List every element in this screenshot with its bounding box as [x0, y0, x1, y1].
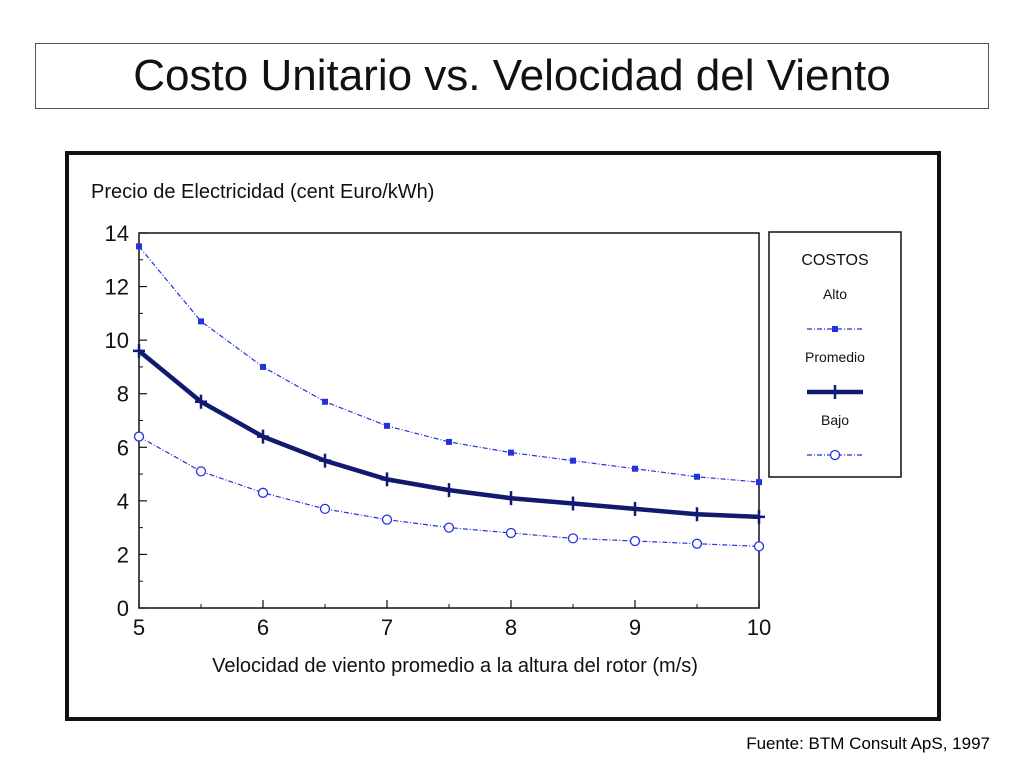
page-title: Costo Unitario vs. Velocidad del Viento	[133, 51, 891, 100]
data-point-promedio	[629, 501, 641, 516]
data-point-bajo	[257, 487, 269, 498]
data-point-bajo	[319, 503, 331, 515]
x-tick-label: 5	[133, 615, 145, 640]
legend-box	[768, 231, 902, 478]
data-point-alto	[322, 398, 328, 405]
legend-label-alto: Alto	[823, 286, 847, 302]
y-tick-label: 2	[117, 542, 129, 567]
data-point-promedio	[443, 483, 455, 498]
y-tick-label: 14	[105, 221, 129, 246]
data-point-alto	[632, 465, 638, 472]
plot-area	[138, 232, 760, 609]
data-point-bajo	[381, 514, 393, 525]
data-point-alto	[384, 422, 390, 429]
data-point-bajo	[133, 431, 145, 442]
data-point-bajo	[505, 527, 517, 539]
y-tick-label: 4	[117, 489, 129, 514]
data-point-bajo	[629, 535, 641, 547]
data-point-promedio	[381, 472, 393, 487]
data-point-alto	[260, 363, 266, 370]
x-tick-label: 10	[747, 615, 771, 640]
y-axis-title: Precio de Electricidad (cent Euro/kWh)	[91, 181, 434, 203]
legend-label-promedio: Promedio	[805, 349, 865, 365]
x-axis-title: Velocidad de viento promedio a la altura…	[212, 655, 698, 677]
data-point-promedio	[319, 453, 331, 468]
y-tick-label: 0	[117, 596, 129, 621]
legend-marker-alto	[832, 326, 838, 332]
chart: 0 2 4 6 8 10 12 14 5 6 7 8 9 10 Precio de Electricidad…	[91, 181, 902, 677]
data-point-alto	[508, 449, 514, 456]
data-point-alto	[446, 438, 452, 445]
data-point-alto	[694, 473, 700, 480]
data-point-promedio	[567, 496, 579, 511]
data-point-alto	[756, 479, 762, 486]
data-point-promedio	[257, 429, 269, 444]
data-point-bajo	[691, 538, 703, 549]
data-point-promedio	[691, 507, 703, 522]
x-tick-label: 8	[505, 615, 517, 640]
data-point-bajo	[443, 522, 455, 533]
data-point-promedio	[195, 394, 207, 409]
y-tick-label: 6	[117, 435, 129, 460]
y-tick-label: 8	[117, 382, 129, 407]
data-point-promedio	[505, 491, 517, 506]
y-tick-label: 10	[105, 328, 129, 353]
y-tick-label: 12	[105, 275, 129, 300]
legend-title: COSTOS	[801, 252, 868, 269]
data-point-alto	[136, 243, 142, 250]
source-note: Fuente: BTM Consult ApS, 1997	[746, 734, 990, 753]
title-box: Costo Unitario vs. Velocidad del Viento	[35, 43, 989, 109]
data-point-bajo	[195, 466, 207, 477]
legend-marker-bajo	[829, 449, 841, 461]
legend-label-bajo: Bajo	[821, 412, 849, 428]
x-tick-label: 6	[257, 615, 269, 640]
legend-marker-promedio	[829, 385, 841, 399]
chart-panel: 0 2 4 6 8 10 12 14 5 6 7 8 9 10 Precio de Electricidad…	[65, 151, 941, 721]
data-point-promedio	[753, 509, 765, 524]
series-line-alto	[138, 246, 760, 483]
series-line-bajo	[138, 436, 760, 547]
data-point-alto	[198, 318, 204, 325]
data-point-alto	[570, 457, 576, 464]
x-tick-label: 9	[629, 615, 641, 640]
data-point-promedio	[133, 343, 145, 358]
x-tick-label: 7	[381, 615, 393, 640]
data-point-bajo	[753, 541, 765, 552]
data-point-bajo	[567, 533, 579, 544]
